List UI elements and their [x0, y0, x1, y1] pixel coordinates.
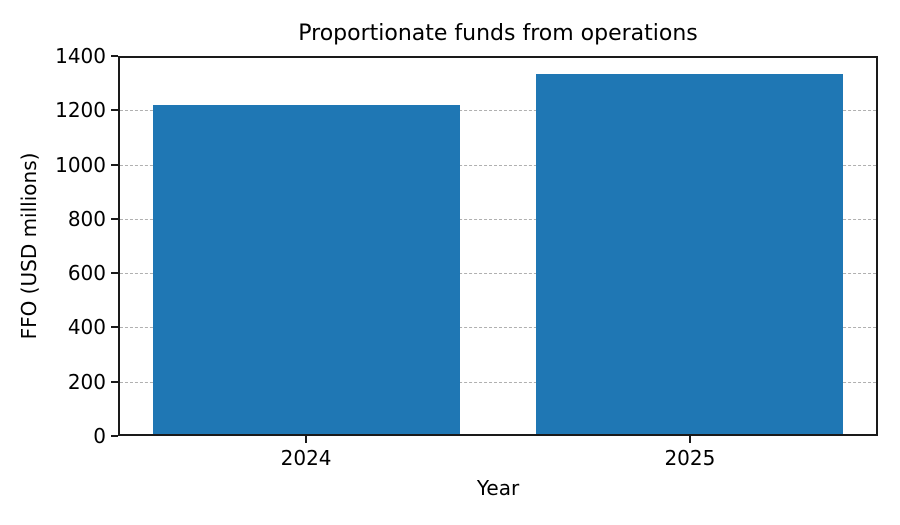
x-tick-mark-2025 — [688, 436, 691, 443]
bar-2025 — [536, 73, 844, 436]
y-tick-mark-600 — [111, 272, 118, 275]
gridline-800 — [120, 218, 876, 220]
gridline-400 — [120, 327, 876, 329]
y-tick-label-400: 400 — [67, 315, 106, 340]
y-tick-label-1400: 1400 — [55, 44, 106, 68]
y-tick-label-600: 600 — [67, 261, 106, 286]
chart-title: Proportionate funds from operations — [298, 21, 698, 46]
x-axis-label: Year — [476, 476, 520, 500]
x-tick-mark-2024 — [305, 436, 308, 443]
y-tick-mark-1200 — [111, 109, 118, 112]
x-tick-label-2025: 2025 — [664, 446, 716, 470]
y-tick-mark-0 — [111, 435, 118, 437]
plot-area — [118, 56, 878, 436]
y-tick-label-200: 200 — [67, 369, 106, 394]
y-tick-label-1200: 1200 — [55, 98, 106, 123]
y-tick-mark-800 — [111, 217, 118, 220]
gridline-1200 — [120, 110, 876, 112]
y-tick-mark-400 — [111, 326, 118, 329]
y-tick-mark-1000 — [111, 163, 118, 166]
gridline-600 — [120, 273, 876, 275]
gridline-200 — [120, 381, 876, 383]
x-tick-label-2024: 2024 — [280, 446, 332, 470]
gridline-1000 — [120, 164, 876, 166]
y-tick-mark-200 — [111, 380, 118, 383]
y-tick-label-1000: 1000 — [55, 152, 106, 177]
y-axis-label: FFO (USD millions) — [17, 152, 41, 340]
y-tick-label-0: 0 — [93, 424, 106, 448]
bar-2024 — [152, 104, 460, 436]
y-tick-label-800: 800 — [67, 206, 106, 231]
y-tick-mark-1400 — [111, 55, 118, 57]
